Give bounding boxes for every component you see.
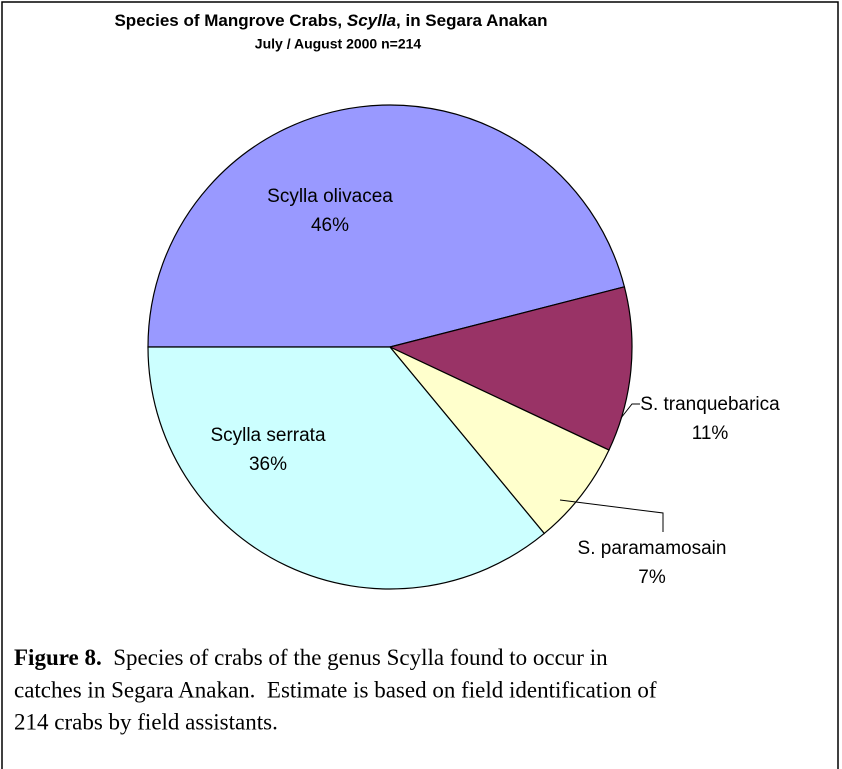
slice-value-label: 11%	[692, 423, 729, 444]
slice-value-label: 46%	[311, 215, 349, 236]
chart-subtitle: July / August 2000 n=214	[255, 36, 422, 52]
slice-value-label: 7%	[638, 567, 666, 588]
pie-slice	[147, 104, 626, 348]
title-part: , in Segara Anakan	[396, 11, 547, 30]
slice-label: S. paramamosain	[578, 538, 727, 559]
leader-line	[559, 499, 664, 532]
pie-slice	[388, 286, 633, 451]
caption-line: Figure 8. Species of crabs of the genus …	[14, 645, 608, 670]
leader-line	[620, 403, 640, 419]
caption-label: Figure 8.	[14, 645, 102, 670]
title-part: Species of Mangrove Crabs,	[114, 11, 346, 30]
pie-slice	[147, 346, 546, 590]
pie	[147, 104, 633, 590]
chart-title: Species of Mangrove Crabs, Scylla, in Se…	[114, 11, 547, 30]
slice-label: S. tranquebarica	[640, 394, 780, 415]
title-part: Scylla	[347, 11, 396, 30]
slice-label: Scylla olivacea	[267, 186, 393, 207]
caption-line: 214 crabs by field assistants.	[14, 709, 278, 734]
slice-value-label: 36%	[249, 454, 287, 475]
caption-line: catches in Segara Anakan. Estimate is ba…	[14, 677, 657, 702]
pie-slice	[389, 346, 610, 535]
caption-text: Species of crabs of the genus Scylla fou…	[102, 645, 608, 670]
slice-label: Scylla serrata	[210, 425, 326, 446]
